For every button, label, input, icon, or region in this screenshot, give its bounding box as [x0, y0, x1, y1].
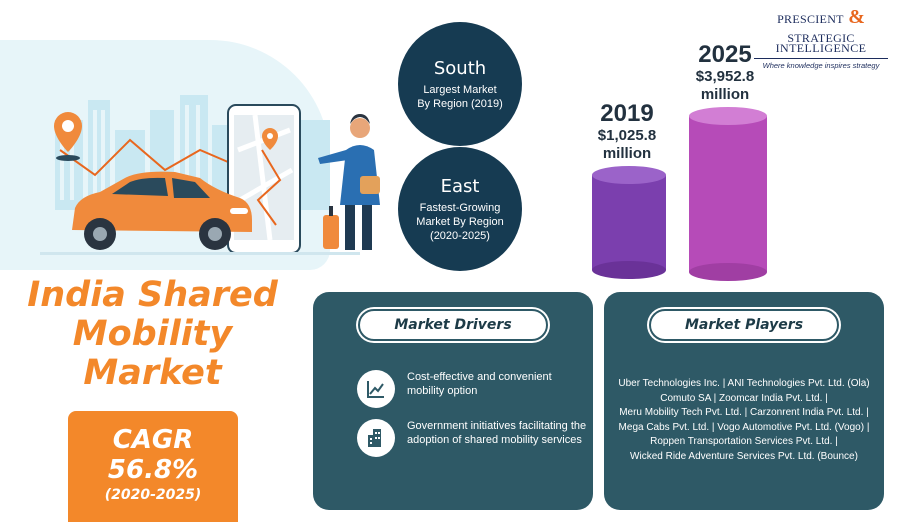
players-list: Uber Technologies Inc. | ANI Technologie… — [610, 377, 878, 464]
value-2019: $1,025.8 — [597, 127, 657, 144]
logo-word-strategic: STRATEGIC — [787, 31, 855, 45]
market-drivers-heading: Market Drivers — [358, 309, 548, 341]
cylinder-2019 — [592, 166, 666, 279]
cagr-value: 56.8% — [107, 455, 199, 485]
players-line: Uber Technologies Inc. | ANI Technologie… — [618, 378, 870, 389]
market-players-heading: Market Players — [649, 309, 839, 341]
region-south-badge: South Largest Market By Region (2019) — [398, 22, 522, 146]
region-east-line3: (2020-2025) — [430, 229, 490, 242]
traveler-person-icon — [318, 114, 380, 250]
driver-text: Cost-effective and convenient mobility o… — [407, 371, 552, 397]
cagr-label: CAGR — [112, 425, 194, 455]
market-drivers-panel: Market Drivers Cost-effective and conven… — [313, 292, 593, 510]
driver-item: Cost-effective and convenient mobility o… — [357, 370, 587, 408]
region-east-line2: Market By Region — [416, 215, 504, 228]
logo-divider — [754, 58, 888, 59]
location-pin-icon — [54, 112, 82, 161]
year-2025: 2025 — [698, 41, 752, 68]
region-east-badge: East Fastest-Growing Market By Region (2… — [398, 147, 522, 271]
year-2019: 2019 — [600, 100, 654, 127]
cagr-period: (2020-2025) — [104, 487, 202, 503]
players-line: Comuto SA | Zoomcar India Pvt. Ltd. | — [660, 392, 828, 404]
region-east-name: East — [440, 175, 480, 197]
market-2025-label: 2025 $3,952.8 million — [680, 42, 770, 104]
region-south-line2: By Region (2019) — [417, 97, 503, 110]
title-line-3: Market — [83, 353, 222, 393]
players-line: Wicked Ride Adventure Services Pvt. Ltd.… — [630, 450, 858, 462]
building-icon — [357, 419, 395, 457]
logo-word-prescient: PRESCIENT — [777, 12, 844, 26]
title-line-2: Mobility — [72, 314, 233, 354]
value-2025: $3,952.8 — [695, 68, 755, 85]
region-south-name: South — [433, 57, 487, 79]
car-icon — [72, 171, 252, 250]
cylinder-2025 — [689, 107, 767, 281]
cagr-box: CAGR 56.8% (2020-2025) — [68, 411, 238, 522]
driver-item: Government initiatives facilitating the … — [357, 419, 587, 457]
line-chart-icon — [357, 370, 395, 408]
city-car-illustration — [40, 95, 380, 255]
driver-text: Government initiatives facilitating the … — [407, 420, 587, 446]
players-line: Roppen Transportation Services Pvt. Ltd.… — [650, 436, 838, 447]
logo-ampersand: & — [848, 6, 865, 28]
market-2019-label: 2019 $1,025.8 million — [582, 101, 672, 163]
title-line-1: India Shared — [27, 275, 278, 315]
page-title: India Shared Mobility Market — [0, 276, 305, 393]
players-line: Meru Mobility Tech Pvt. Ltd. | Carzonren… — [619, 407, 869, 418]
market-players-panel: Market Players Uber Technologies Inc. | … — [604, 292, 884, 510]
region-east-line1: Fastest-Growing — [419, 201, 501, 214]
logo-tagline: Where knowledge inspires strategy — [762, 61, 880, 70]
hero-illustration — [0, 0, 400, 270]
unit-2019: million — [602, 145, 652, 162]
region-south-line1: Largest Market — [423, 83, 497, 96]
company-logo: PRESCIENT & STRATEGIC INTELLIGENCE Where… — [748, 6, 894, 70]
logo-word-intelligence: INTELLIGENCE — [775, 41, 867, 55]
unit-2025: million — [700, 86, 750, 103]
players-line: Mega Cabs Pvt. Ltd. | Vogo Automotive Pv… — [618, 421, 870, 433]
